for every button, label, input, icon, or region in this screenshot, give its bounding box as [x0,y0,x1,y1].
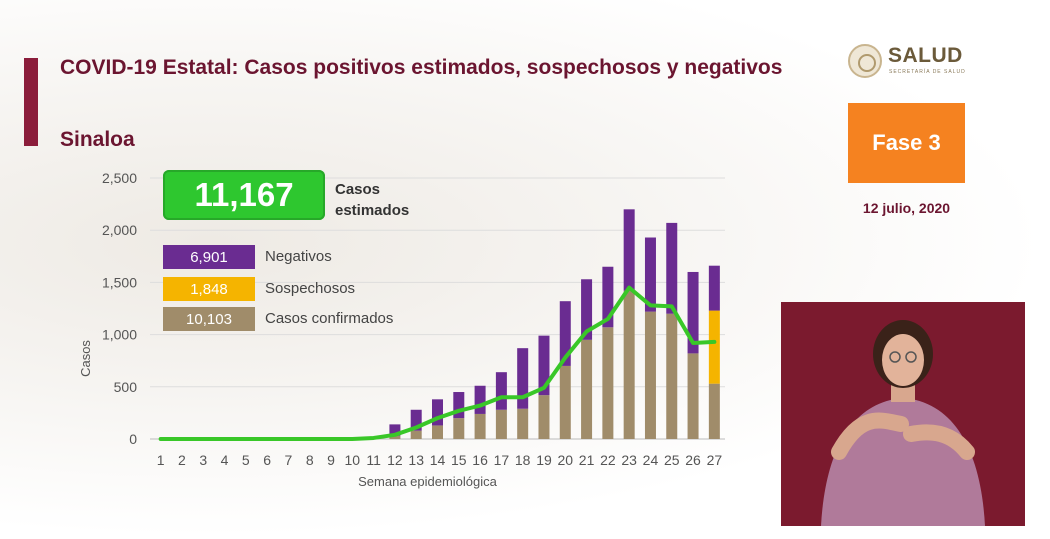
bar-negativos [623,209,635,291]
total-estimated-value: 11,167 [163,170,325,220]
bar-negativos [602,266,614,328]
bar-casos-confirmados [432,425,443,439]
x-tick-label: 3 [199,452,207,468]
legend-negativos-label: Negativos [265,248,332,265]
page-title: COVID-19 Estatal: Casos positivos estima… [60,56,783,79]
x-tick-label: 15 [451,452,467,468]
legend-confirmados-label: Casos confirmados [265,310,394,327]
x-tick-label: 10 [345,452,361,468]
x-tick-label: 17 [494,452,510,468]
bar-casos-confirmados [538,395,550,439]
x-tick-label: 26 [685,452,701,468]
logo-text: SALUD [888,44,963,67]
x-tick-label: 1 [157,452,165,468]
bar-negativos [708,265,720,311]
x-tick-label: 21 [579,452,595,468]
interpreter-figure-icon [821,320,985,526]
x-tick-label: 24 [643,452,659,468]
bar-casos-confirmados [602,327,614,439]
x-tick-label: 2 [178,452,186,468]
bar-casos-confirmados [410,430,422,439]
bar-casos-confirmados [559,365,571,439]
y-tick-label: 2,500 [102,170,137,186]
bar-negativos [538,335,550,396]
bar-casos-confirmados [474,413,486,439]
x-tick-label: 25 [664,452,680,468]
salud-logo: SALUD SECRETARÍA DE SALUD [848,44,978,80]
bar-casos-confirmados [623,290,635,439]
bar-casos-confirmados [666,313,678,439]
x-tick-label: 13 [408,452,424,468]
report-date: 12 julio, 2020 [862,200,951,216]
title-accent-bar [24,58,38,146]
x-tick-label: 5 [242,452,250,468]
y-tick-label: 2,000 [102,222,137,238]
x-tick-label: 23 [621,452,637,468]
state-name: Sinaloa [60,128,135,151]
bar-casos-confirmados [453,418,465,439]
x-tick-label: 19 [536,452,552,468]
x-tick-label: 18 [515,452,531,468]
bar-negativos [495,372,507,410]
x-tick-label: 4 [221,452,229,468]
y-axis-label: Casos [78,340,93,377]
bar-negativos [410,409,422,431]
x-tick-label: 22 [600,452,616,468]
bar-casos-confirmados [644,311,656,439]
x-tick-label: 11 [366,452,381,468]
x-tick-label: 8 [306,452,314,468]
legend-negativos-value: 6,901 [163,245,255,269]
x-tick-label: 27 [707,452,723,468]
x-tick-label: 14 [430,452,446,468]
bar-casos-confirmados [495,409,507,439]
x-tick-label: 6 [263,452,271,468]
bar-casos-confirmados [708,383,720,439]
logo-subtext: SECRETARÍA DE SALUD [889,69,966,75]
x-tick-label: 7 [285,452,293,468]
x-tick-label: 12 [387,452,403,468]
bar-negativos [453,392,465,419]
legend-sospechosos-label: Sospechosos [265,280,356,297]
bar-negativos [581,279,593,340]
sign-language-interpreter-video [781,302,1025,526]
bar-negativos [474,385,486,414]
x-tick-label: 9 [327,452,335,468]
bar-negativos [644,237,656,312]
bar-casos-confirmados [517,408,529,439]
legend-sospechosos-value: 1,848 [163,277,255,301]
bar-negativos [666,222,678,314]
legend-confirmados-value: 10,103 [163,307,255,331]
bar-casos-confirmados [581,339,593,439]
y-tick-label: 1,000 [102,327,137,343]
bar-negativos [687,271,699,354]
bar-casos-confirmados [389,435,401,439]
seal-icon [848,44,882,78]
bar-negativos [432,399,443,426]
x-axis-label: Semana epidemiológica [358,474,498,489]
x-tick-label: 20 [557,452,573,468]
x-tick-label: 16 [472,452,488,468]
bar-negativos [517,348,529,409]
bar-casos-confirmados [687,353,699,439]
y-tick-label: 500 [114,379,138,395]
y-tick-label: 0 [129,431,137,447]
y-tick-label: 1,500 [102,274,137,290]
bar-negativos [559,301,571,366]
bar-negativos [389,424,401,436]
line-casos-estimados [158,285,717,441]
bar-sospechosos [708,310,720,384]
total-estimated-label: Casos estimados [335,181,410,219]
phase-badge: Fase 3 [848,103,965,183]
